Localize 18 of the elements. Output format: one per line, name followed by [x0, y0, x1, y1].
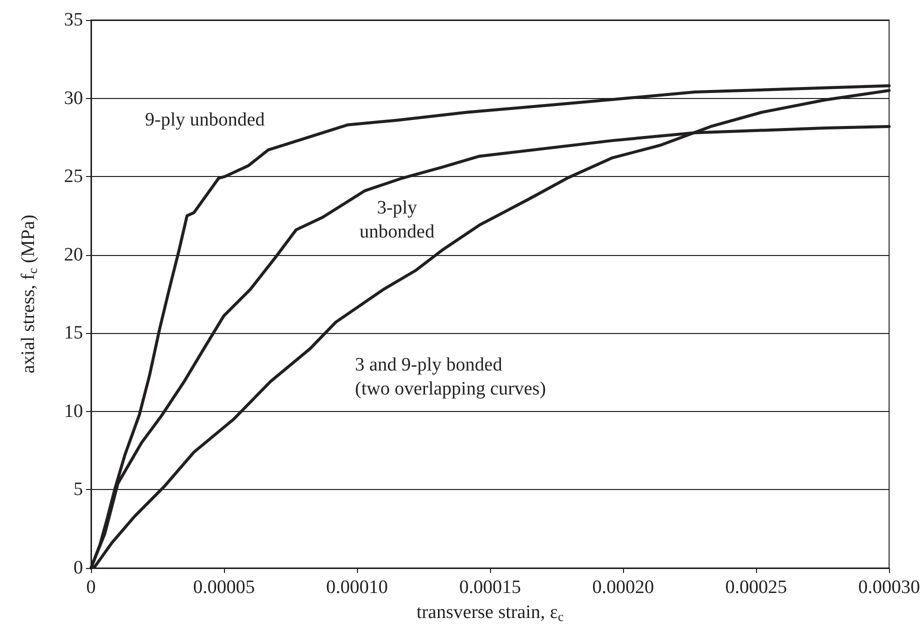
y-tick-label: 30 — [64, 88, 83, 109]
y-tick-label: 20 — [64, 244, 83, 266]
x-tick-label: 0.00025 — [725, 577, 787, 598]
y-tick-label: 10 — [64, 400, 83, 422]
y-axis-title: axial stress, fc (MPa) — [18, 214, 40, 374]
y-tick-label: 0 — [74, 558, 83, 578]
annotation: 9-ply unbonded — [145, 110, 266, 130]
annotation: 3-ply unbonded — [360, 198, 435, 242]
x-tick-label: 0.00010 — [326, 577, 388, 598]
y-tick-label: 25 — [64, 166, 83, 188]
y-tick-label: 15 — [64, 322, 83, 344]
y-tick-label: 5 — [74, 479, 83, 500]
annotation: 3 and 9-ply bonded (two overlapping curves) — [355, 354, 546, 400]
y-tick-label: 35 — [64, 10, 83, 30]
x-tick-label: 0.00005 — [193, 577, 255, 598]
x-tick-label: 0.00015 — [459, 577, 521, 598]
x-tick-label: 0.00030 — [858, 577, 920, 598]
x-tick-label: 0.00020 — [592, 577, 654, 598]
